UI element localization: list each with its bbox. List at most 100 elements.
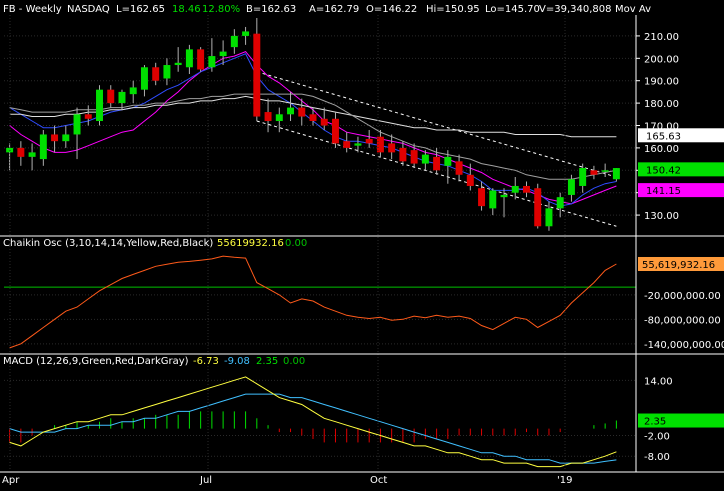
candle-body [185, 49, 193, 68]
header-high: Hi=150.95 [426, 4, 480, 15]
candle-body [73, 114, 81, 135]
chaikin-value: 55619932.16 [217, 238, 284, 249]
candle-body [140, 67, 148, 90]
macd-line [9, 376, 617, 468]
candle-body [556, 197, 564, 209]
x-tick-label: Oct [370, 475, 387, 486]
candle-body [96, 89, 103, 122]
header-low: Lo=145.70 [485, 4, 540, 15]
x-tick-label: Jul [199, 475, 212, 486]
price-y-tick-label: 130.00 [644, 211, 679, 222]
price-y-tick-label: 200.00 [644, 54, 679, 65]
chaikin-y-tick-label: -20,000,000.00 [644, 291, 721, 302]
candle-body [39, 134, 47, 160]
chaikin-panel: -20,000,000.00 -80,000,000.00 -140,000,000… [4, 255, 724, 351]
candle-body [444, 156, 452, 166]
candle-body [455, 161, 463, 175]
price-panel: 130.00140.00150.00160.00170.00180.00190.… [4, 18, 724, 231]
macd-last-label: 2.35 [644, 417, 666, 428]
chaikin-header: Chaikin Osc (3,10,14,14,Yellow,Red,Black… [3, 238, 307, 249]
chaikin-y-tick-label: -140,000,000.00 [644, 340, 724, 351]
header-change: 18.46 [172, 4, 201, 15]
header-symbol: FB - Weekly [3, 4, 62, 15]
candle-body [309, 114, 317, 122]
candle-body [489, 190, 497, 209]
candle-body [230, 35, 238, 48]
header-change-pct: 12.80% [202, 4, 240, 15]
candle-body [62, 134, 70, 142]
macd-value: -6.73 [193, 356, 219, 367]
macd-y-tick-label: -2.00 [644, 432, 670, 443]
candle-body [174, 62, 182, 66]
candle-body [343, 141, 351, 148]
candle-body [107, 89, 115, 104]
price-y-tick-label: 170.00 [644, 122, 679, 133]
chaikin-last-box [638, 256, 724, 271]
candle-body [51, 134, 59, 142]
candle-body [376, 136, 384, 153]
candle-body [534, 188, 542, 227]
candle-body [118, 91, 126, 104]
candle-body [511, 185, 519, 193]
price-label-text: 165.63 [646, 131, 681, 142]
macd-y-tick-label: -8.00 [644, 452, 670, 463]
macd-value4: 0.00 [283, 356, 305, 367]
price-y-tick-label: 190.00 [644, 77, 679, 88]
price-y-tick-label: 180.00 [644, 99, 679, 110]
moving-average-line [9, 93, 617, 180]
candle-body [28, 152, 36, 157]
candle-body [17, 147, 25, 157]
macd-hist-value: 2.35 [256, 356, 278, 367]
moving-average-line [9, 51, 617, 205]
candle-body [331, 118, 339, 144]
candle-body [354, 143, 362, 146]
price-label-text: 150.42 [646, 165, 681, 176]
candle-body [129, 87, 137, 95]
candle-body [601, 170, 609, 172]
chaikin-y-tick-label: -80,000,000.00 [644, 315, 721, 326]
candle-body [433, 156, 441, 171]
macd-last-box [638, 413, 724, 428]
price-label-box [638, 128, 724, 143]
candle-body [253, 33, 261, 117]
candle-body [399, 147, 407, 162]
macd-header: MACD (12,26,9,Green,Red,DarkGray) -6.73 … [3, 356, 305, 367]
price-label-box [638, 162, 724, 177]
candle-body [410, 150, 418, 164]
moving-average-line [9, 53, 617, 207]
candle-body [298, 107, 306, 117]
price-y-tick-label: 160.00 [644, 144, 679, 155]
candle-body [264, 112, 272, 122]
candle-body [466, 174, 474, 186]
header-exchange: NASDAQ [67, 4, 110, 15]
candle-body [275, 114, 283, 122]
chaikin-last-label: 55,619,932.16 [642, 260, 715, 271]
header-mov-avg: Mov Av [615, 4, 651, 15]
candle-body [163, 65, 171, 79]
candle-body [365, 138, 373, 144]
candle-body [567, 179, 575, 195]
axes: Apr Jul Oct '19 [0, 15, 724, 486]
candle-body [287, 107, 295, 115]
candle-body [612, 168, 620, 180]
macd-y-tick-label: 14.00 [644, 376, 673, 387]
candle-body [421, 154, 429, 164]
candle-body [219, 51, 227, 57]
chaikin-line [9, 255, 617, 349]
chart-header: FB - Weekly NASDAQ L=162.65 18.46 12.80%… [3, 4, 651, 15]
candle-body [545, 208, 553, 227]
candle-body [388, 143, 396, 153]
candle-body [242, 31, 250, 36]
candle-body [478, 188, 486, 207]
candle-body [208, 56, 216, 68]
header-last: L=162.65 [116, 4, 165, 15]
header-bid: B=162.63 [246, 4, 296, 15]
candle-body [152, 67, 160, 81]
candle-body [84, 114, 92, 119]
header-open: O=146.22 [366, 4, 417, 15]
candle-body [523, 185, 530, 193]
candle-body [320, 118, 328, 126]
macd-signal-line [9, 393, 617, 464]
